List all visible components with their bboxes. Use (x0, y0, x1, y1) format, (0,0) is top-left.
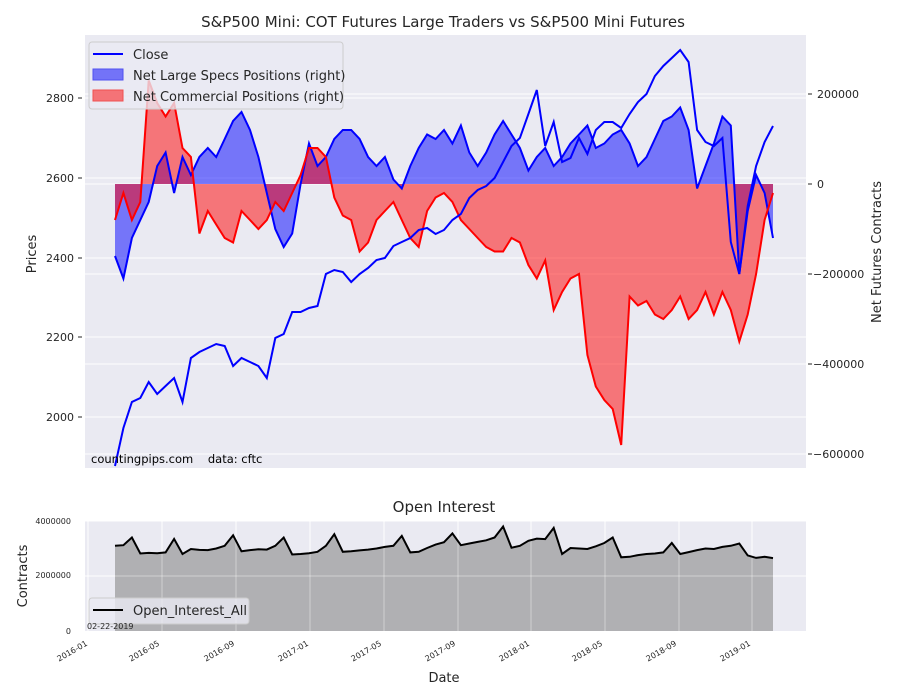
left-tick: 2600 (46, 172, 74, 185)
legend-specs-label: Net Large Specs Positions (right) (133, 69, 345, 84)
x-tick: 2018-01 (498, 639, 531, 664)
source-note: countingpips.com data: cftc (91, 452, 262, 466)
legend-commercial-label: Net Commercial Positions (right) (133, 90, 344, 105)
right-tick: 200000 (817, 88, 859, 101)
legend-commercial-swatch (93, 90, 123, 101)
bottom-y-tick: 4000000 (35, 517, 71, 526)
x-tick: 2018-09 (645, 639, 678, 664)
left-tick: 2200 (46, 331, 74, 344)
right-tick: −600000 (813, 448, 864, 461)
bottom-y-tick: 0 (66, 627, 71, 636)
x-tick: 2016-01 (56, 639, 89, 664)
bottom-legend: Open_Interest_All (89, 598, 249, 624)
left-tick: 2400 (46, 252, 74, 265)
legend-specs-swatch (93, 69, 123, 80)
right-axis: 200000 0 −200000 −400000 −600000 (808, 88, 864, 461)
bottom-x-axis: 2016-01 2016-05 2016-09 2017-01 2017-05 … (56, 639, 752, 664)
right-tick: 0 (817, 178, 824, 191)
x-tick: 2016-05 (128, 639, 161, 664)
left-tick: 2000 (46, 411, 74, 424)
x-tick: 2017-05 (350, 639, 383, 664)
x-tick: 2016-09 (203, 639, 236, 664)
x-tick: 2017-01 (277, 639, 310, 664)
figure: S&P500 Mini: COT Futures Large Traders v… (0, 0, 900, 700)
right-axis-label: Net Futures Contracts (870, 181, 885, 323)
left-tick: 2800 (46, 92, 74, 105)
right-tick: −400000 (813, 358, 864, 371)
date-note: 02-22-2019 (87, 622, 134, 631)
x-tick: 2017-09 (424, 639, 457, 664)
x-tick: 2019-01 (719, 639, 752, 664)
bottom-y-axis-label: Contracts (16, 544, 31, 607)
right-tick: −200000 (813, 268, 864, 281)
left-axis: 2800 2600 2400 2200 2000 (46, 92, 82, 424)
legend-oi-label: Open_Interest_All (133, 604, 247, 619)
top-chart-title: S&P500 Mini: COT Futures Large Traders v… (201, 13, 685, 31)
bottom-y-tick: 2000000 (35, 571, 71, 580)
bottom-x-axis-label: Date (428, 671, 459, 686)
x-tick: 2018-05 (571, 639, 604, 664)
legend-close-label: Close (133, 48, 168, 63)
bottom-chart-title: Open Interest (393, 498, 496, 516)
left-axis-label: Prices (25, 235, 40, 274)
bottom-y-axis: 4000000 2000000 0 (35, 517, 71, 636)
top-legend: Close Net Large Specs Positions (right) … (89, 42, 345, 109)
